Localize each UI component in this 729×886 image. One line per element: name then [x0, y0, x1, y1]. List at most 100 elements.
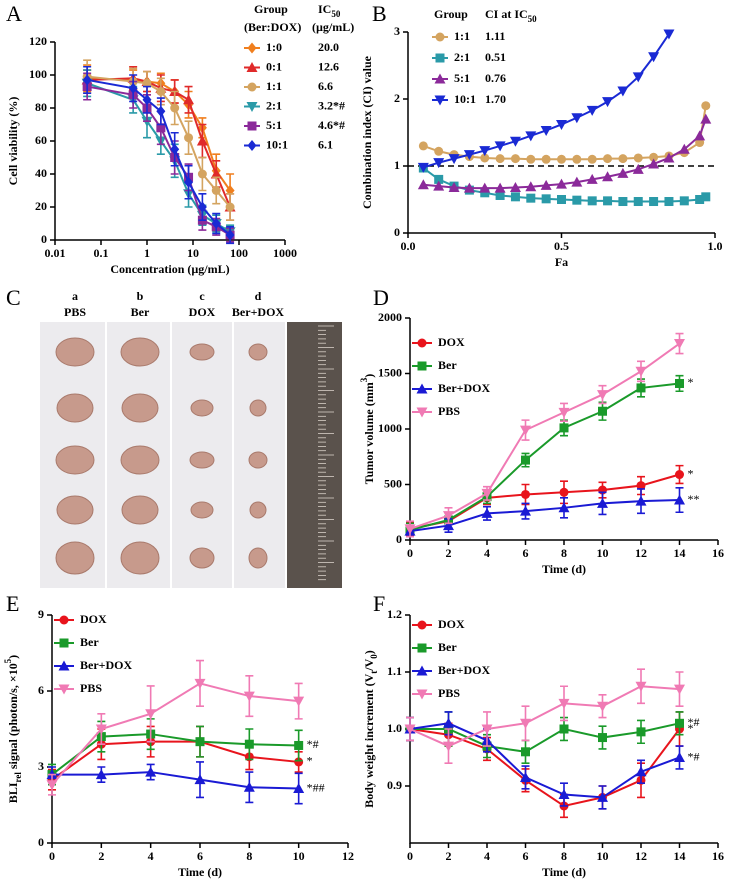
marker	[480, 153, 490, 163]
label-part: 0	[369, 654, 379, 659]
tumor	[190, 501, 214, 519]
tumor	[120, 445, 160, 475]
y-tick-label: 1	[394, 158, 400, 172]
marker	[618, 154, 628, 164]
series-line	[409, 382, 680, 531]
legend-label: 2:1	[266, 98, 282, 112]
x-axis-title: Time (d)	[542, 562, 586, 576]
legend-label: Ber	[438, 358, 457, 372]
label-part: CI at IC	[485, 7, 528, 21]
marker	[635, 681, 647, 692]
x-tick-label: 4	[148, 849, 154, 863]
column-label: Ber+DOX	[232, 305, 284, 319]
marker	[195, 737, 205, 747]
marker	[526, 154, 536, 164]
marker	[557, 154, 566, 164]
marker	[58, 660, 70, 671]
tumor	[120, 337, 160, 367]
marker	[495, 190, 505, 200]
x-axis-title: Fa	[555, 255, 568, 269]
marker	[247, 140, 257, 151]
x-tick-label: 8	[561, 849, 567, 863]
column-letter: d	[255, 289, 262, 303]
legend-value: 0.76	[485, 71, 506, 85]
y-tick-label: 0	[38, 835, 44, 849]
marker	[417, 179, 429, 190]
marker	[558, 407, 570, 418]
marker	[633, 197, 643, 207]
marker	[509, 136, 521, 147]
legend-value-unit: (µg/mL)	[312, 20, 354, 34]
marker	[128, 82, 138, 94]
marker	[598, 733, 607, 743]
legend-value-title: IC50	[318, 2, 341, 19]
marker	[598, 406, 607, 416]
x-tick-label: 0.0	[401, 239, 416, 253]
marker	[463, 182, 475, 193]
marker	[294, 757, 304, 767]
y-tick-label: 2	[394, 91, 400, 105]
marker	[443, 741, 454, 752]
y-tick-label: 1000	[378, 421, 402, 435]
tumor	[189, 547, 215, 569]
marker	[632, 72, 644, 83]
legend-label: 2:1	[454, 50, 470, 64]
marker	[194, 774, 206, 785]
marker	[617, 167, 629, 178]
y-tick-label: 0	[396, 532, 402, 546]
y-tick-label: 0.9	[387, 778, 402, 792]
y-tick-label: 9	[38, 607, 44, 621]
y-tick-label: 20	[35, 199, 47, 213]
x-tick-label: 12	[635, 849, 647, 863]
marker	[293, 783, 305, 794]
legend-label: 1:0	[266, 40, 282, 54]
panel-label: B	[372, 1, 387, 26]
annotation: *	[307, 754, 313, 768]
marker	[479, 146, 491, 157]
marker	[525, 181, 537, 192]
x-tick-label: 0.1	[94, 246, 109, 260]
marker	[679, 196, 689, 206]
annotation: *#	[688, 715, 700, 729]
y-tick-label: 500	[384, 476, 402, 490]
x-tick-label: 6	[523, 849, 529, 863]
marker	[597, 701, 608, 712]
marker	[417, 338, 427, 348]
marker	[197, 201, 207, 213]
column-letter: a	[72, 289, 78, 303]
legend-label: Ber+DOX	[438, 381, 490, 395]
label-part: signal (photon/s, ×10	[6, 663, 20, 772]
y-tick-label: 3	[38, 759, 44, 773]
marker	[494, 182, 506, 193]
marker	[156, 105, 166, 117]
marker	[675, 470, 684, 480]
legend-label: 5:1	[454, 71, 470, 85]
marker	[416, 689, 428, 700]
label-part: /V	[362, 658, 376, 671]
x-tick-label: 2	[446, 546, 452, 560]
marker	[556, 119, 567, 130]
marker	[170, 143, 180, 155]
marker	[526, 193, 536, 203]
marker	[495, 154, 505, 164]
y-axis-title: Cell viability (%)	[6, 97, 20, 186]
label-part: 50	[528, 14, 538, 24]
marker	[636, 727, 646, 737]
y-tick-label: 0	[41, 232, 47, 246]
marker	[510, 192, 520, 202]
legend-value: 3.2*#	[318, 98, 345, 112]
marker	[700, 113, 712, 124]
legend-label: Ber+DOX	[80, 658, 132, 672]
legend-value: 1.11	[485, 29, 505, 43]
marker	[521, 489, 530, 499]
marker	[417, 162, 429, 173]
marker	[170, 103, 180, 113]
tumor	[190, 399, 214, 417]
x-tick-label: 0	[49, 849, 55, 863]
legend-label: 10:1	[454, 92, 476, 106]
marker	[184, 176, 194, 188]
y-tick-label: 80	[35, 100, 47, 114]
marker	[225, 229, 235, 241]
x-tick-label: 0.5	[554, 239, 569, 253]
marker	[404, 524, 416, 535]
